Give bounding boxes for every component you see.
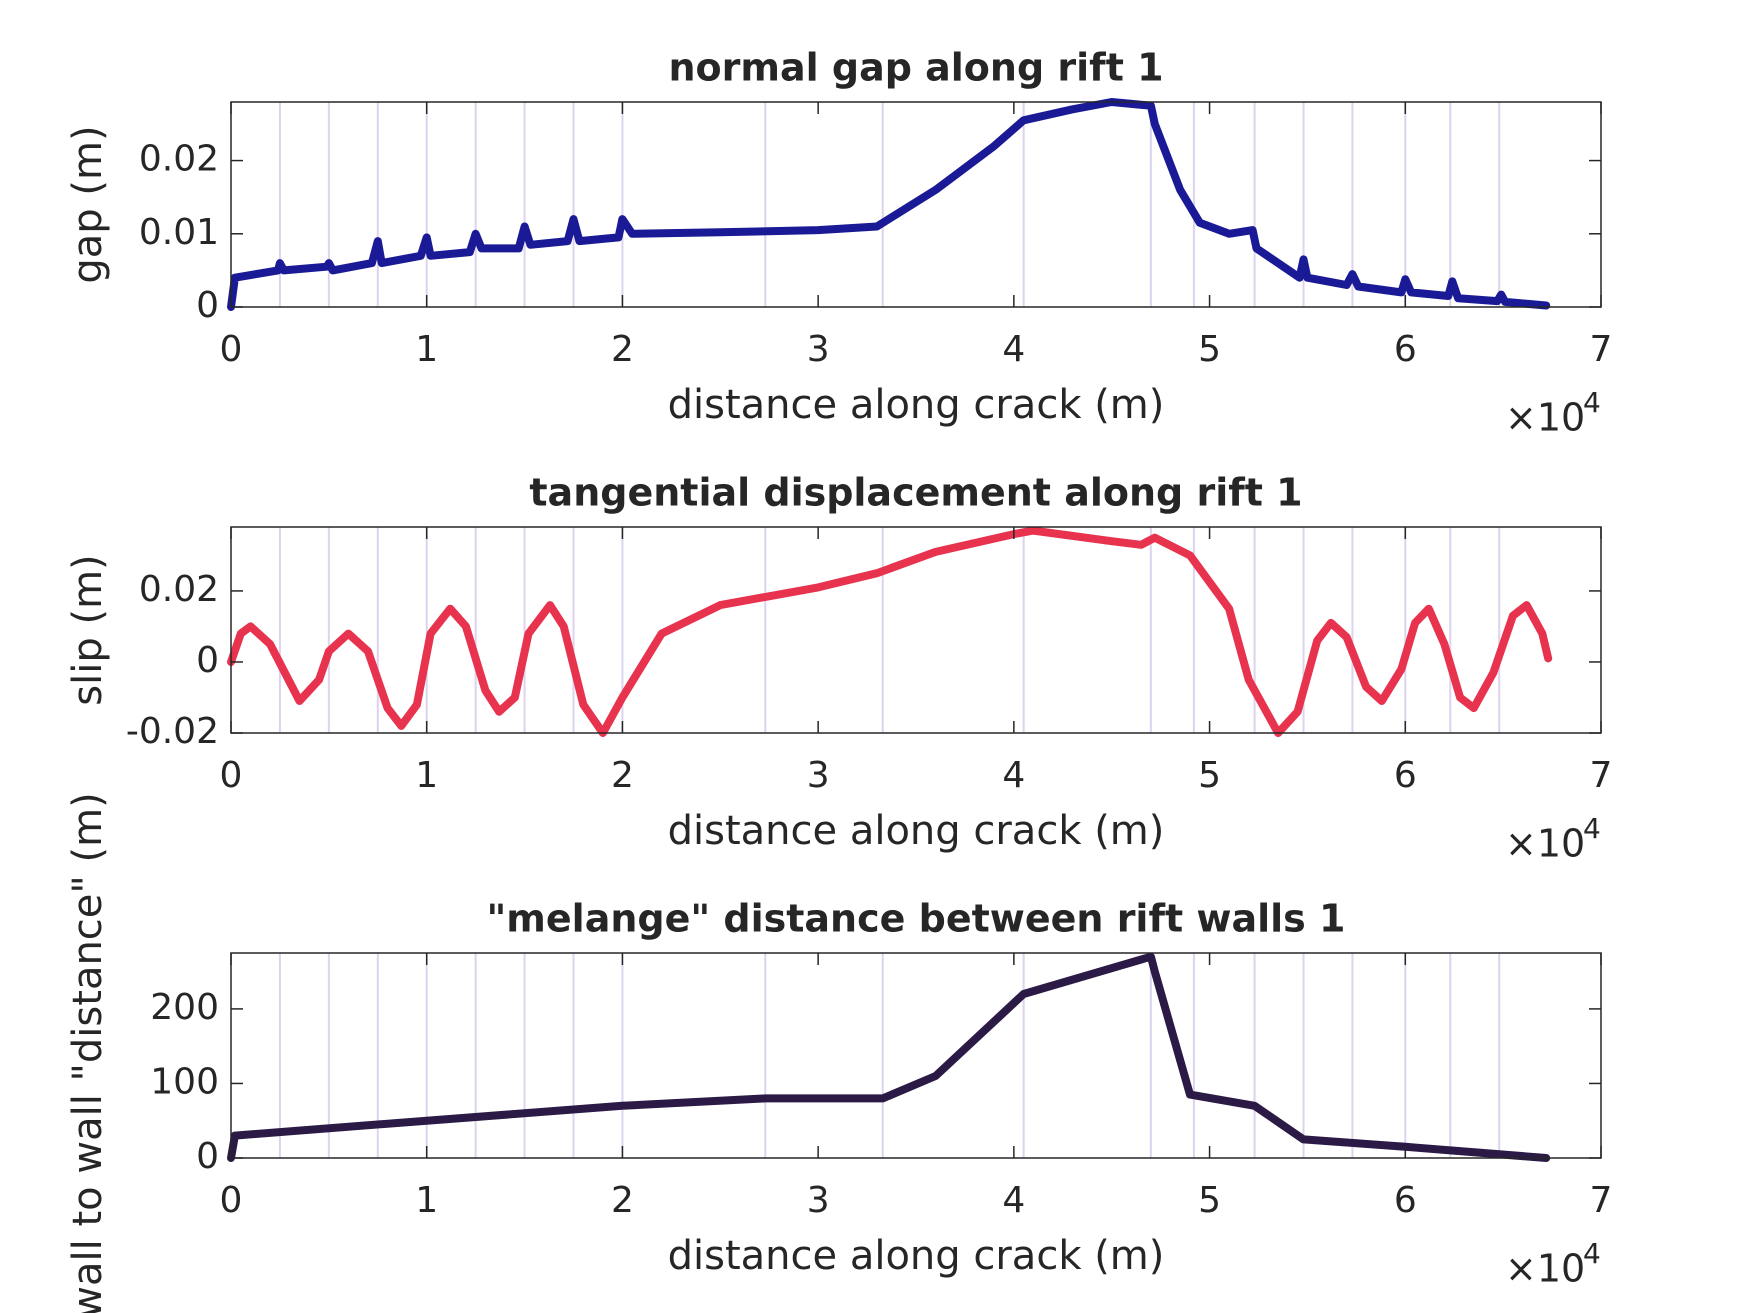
x-tick-label: 7 xyxy=(1590,755,1613,796)
x-tick-label: 3 xyxy=(807,329,830,370)
x-axis-label: distance along crack (m) xyxy=(668,808,1165,854)
x-tick-label: 3 xyxy=(807,1180,830,1221)
y-tick-label: 100 xyxy=(150,1061,219,1102)
x-tick-label: 1 xyxy=(415,755,438,796)
x-tick-label: 4 xyxy=(1002,1180,1025,1221)
data-line xyxy=(227,952,1551,1162)
data-line xyxy=(227,98,1551,311)
y-tick-label: 0 xyxy=(196,640,219,681)
x-tick-label: 6 xyxy=(1394,329,1417,370)
x-tick-label: 2 xyxy=(611,329,634,370)
x-scale-exponent: 4 xyxy=(1583,812,1601,845)
x-axis-label: distance along crack (m) xyxy=(668,1233,1165,1279)
data-line xyxy=(227,526,1553,737)
x-tick-label: 7 xyxy=(1590,1180,1613,1221)
x-tick-label: 7 xyxy=(1590,329,1613,370)
y-tick-label: 0.01 xyxy=(139,212,219,253)
y-tick-label: 0.02 xyxy=(139,569,219,610)
y-tick-label: 0 xyxy=(196,1136,219,1177)
x-tick-label: 0 xyxy=(220,329,243,370)
x-tick-label: 6 xyxy=(1394,755,1417,796)
x-axis-label: distance along crack (m) xyxy=(668,382,1165,428)
y-axis-label: slip (m) xyxy=(65,554,111,705)
y-axis-label: gap (m) xyxy=(65,125,111,283)
x-tick-label: 5 xyxy=(1198,1180,1221,1221)
plot-area xyxy=(231,953,1601,1158)
chart-title: normal gap along rift 1 xyxy=(668,46,1163,90)
x-tick-label: 5 xyxy=(1198,329,1221,370)
axes-box xyxy=(230,101,1602,308)
x-scale-exponent: 4 xyxy=(1583,1237,1601,1270)
x-tick-label: 4 xyxy=(1002,755,1025,796)
chart-title: "melange" distance between rift walls 1 xyxy=(487,897,1346,941)
x-tick-label: 3 xyxy=(807,755,830,796)
y-tick-label: -0.02 xyxy=(126,711,219,752)
y-tick-label: 0.02 xyxy=(139,139,219,180)
x-tick-label: 1 xyxy=(415,329,438,370)
x-scale-label: ×10 xyxy=(1505,1247,1585,1291)
axes-box xyxy=(230,952,1602,1159)
x-tick-label: 6 xyxy=(1394,1180,1417,1221)
y-tick-label: 200 xyxy=(150,987,219,1028)
x-tick-label: 2 xyxy=(611,755,634,796)
x-tick-label: 1 xyxy=(415,1180,438,1221)
y-tick-label: 0 xyxy=(196,285,219,326)
y-axis-label: wall to wall "distance" (m) xyxy=(65,792,111,1313)
chart-title: tangential displacement along rift 1 xyxy=(529,471,1302,515)
x-scale-label: ×10 xyxy=(1505,822,1585,866)
axes-box xyxy=(230,526,1602,734)
x-tick-label: 0 xyxy=(220,1180,243,1221)
x-tick-label: 0 xyxy=(220,755,243,796)
x-scale-exponent: 4 xyxy=(1583,386,1601,419)
x-tick-label: 5 xyxy=(1198,755,1221,796)
x-tick-label: 2 xyxy=(611,1180,634,1221)
x-tick-label: 4 xyxy=(1002,329,1025,370)
x-scale-label: ×10 xyxy=(1505,396,1585,440)
